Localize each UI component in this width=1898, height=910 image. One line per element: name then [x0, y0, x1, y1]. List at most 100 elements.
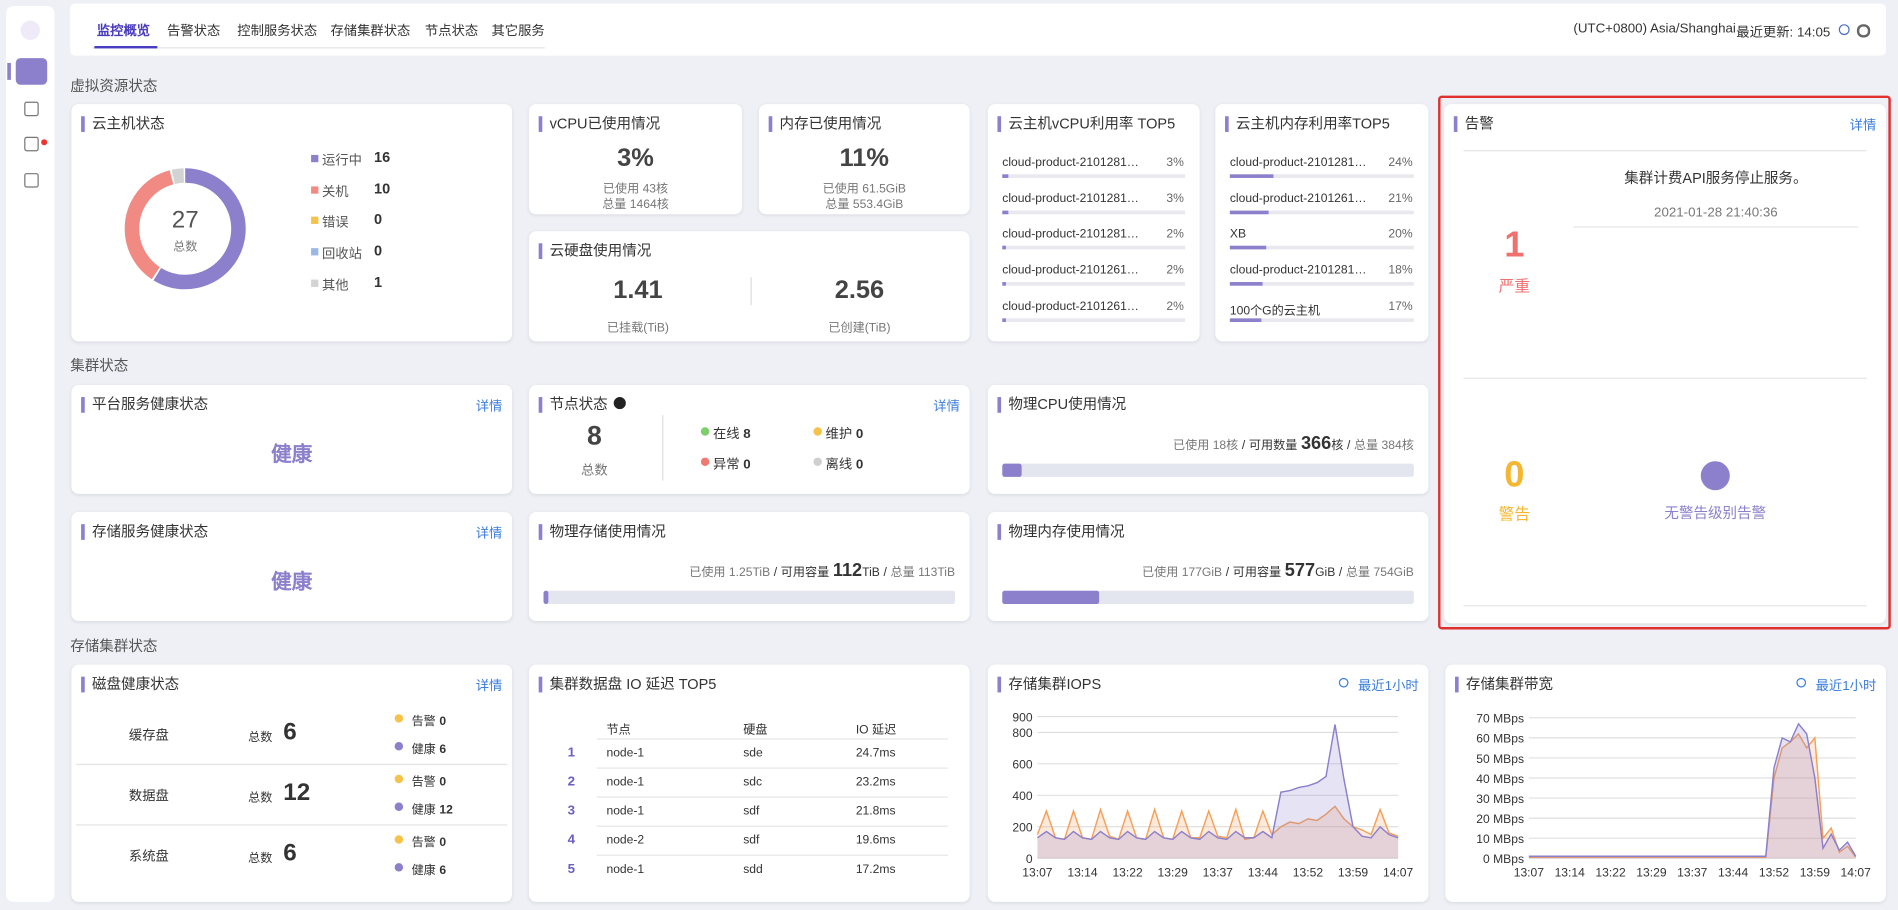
status-value: 8 — [743, 427, 751, 442]
card: 存储集群IOPS 最近1小时 0 200 400 600 800 900 13:07 13:14 1… — [987, 664, 1429, 902]
y-tick-label: 200 — [1012, 821, 1032, 835]
status-item: 在线 8 — [713, 424, 751, 443]
separator: / — [883, 566, 887, 580]
nav-tab[interactable]: 控制服务状态 — [237, 24, 318, 39]
card: 物理CPU使用情况 已使用 18核 / 可用数量 366核 / 总量 384核 — [987, 384, 1429, 494]
status-name: 健康 — [411, 864, 436, 878]
status-value: 0 — [439, 836, 447, 850]
detail-link[interactable]: 详情 — [933, 399, 960, 414]
section-title: 虚拟资源状态 — [70, 77, 158, 95]
available-unit: GiB — [1315, 566, 1336, 580]
x-tick-label: 13:37 — [1203, 865, 1234, 879]
card-title: 云硬盘使用情况 — [538, 243, 651, 260]
detail-link[interactable]: 详情 — [475, 679, 503, 694]
clock-icon — [1796, 677, 1807, 688]
nav-icon[interactable] — [24, 101, 39, 117]
status-dot — [700, 427, 710, 436]
y-tick-label: 50 MBps — [1476, 752, 1524, 766]
cell: sde — [743, 746, 763, 761]
status-item: 告警 0 — [412, 711, 447, 728]
clock-icon — [1338, 677, 1349, 688]
y-tick-label: 60 MBps — [1476, 732, 1524, 746]
card: 告警 详情 1 严重 集群计费API服务停止服务。 2021-01-28 21:40:36… — [1444, 104, 1886, 624]
warning-message: 无警告级别告警 — [1664, 504, 1767, 522]
section-title: 集群状态 — [70, 357, 129, 375]
nav-icon[interactable] — [24, 136, 39, 152]
legend-value: 10 — [374, 179, 391, 197]
status-name: 维护 — [825, 427, 853, 442]
cell: node-1 — [606, 746, 645, 761]
tab-underline — [94, 45, 158, 49]
nav-tab[interactable]: 其它服务 — [491, 24, 545, 39]
top-bar: 监控概览 告警状态 控制服务状态 存储集群状态 节点状态 其它服务 (UTC+0800) A… — [70, 3, 1886, 56]
card-title: 物理CPU使用情况 — [997, 396, 1126, 413]
card-title: 内存已使用情况 — [768, 116, 881, 132]
alarm-time: 2021-01-28 21:40:36 — [1654, 205, 1778, 221]
x-tick-label: 13:22 — [1595, 865, 1626, 879]
usage-track — [543, 590, 956, 605]
nav-tab[interactable]: 告警状态 — [167, 24, 221, 39]
disk-total: 6 — [283, 840, 297, 867]
item-value: 3% — [1166, 192, 1184, 206]
help-icon[interactable] — [613, 397, 626, 410]
legend-swatch — [311, 279, 319, 287]
card: 云主机内存利用率TOP5 cloud-product-2101281… 24% clo… — [1215, 104, 1429, 342]
status-item: 健康 12 — [412, 799, 453, 817]
refresh-icon[interactable] — [1838, 24, 1850, 36]
usage-text: 已使用 177GiB / 可用容量 577GiB / 总量 754GiB — [1142, 560, 1414, 581]
nav-tab[interactable]: 存储集群状态 — [330, 24, 411, 39]
item-value: 24% — [1388, 156, 1413, 170]
available-value: 577 — [1284, 560, 1316, 582]
bar-track — [1229, 282, 1414, 286]
row-divider — [596, 767, 948, 769]
area-fill — [1528, 733, 1856, 859]
time-range[interactable]: 最近1小时 — [1358, 679, 1419, 694]
health-status: 健康 — [271, 570, 313, 594]
bar-fill — [1002, 210, 1008, 214]
status-name: 健康 — [411, 743, 436, 757]
detail-link[interactable]: 详情 — [475, 526, 503, 542]
bar-track — [1229, 174, 1414, 178]
y-tick-label: 900 — [1012, 710, 1032, 724]
available-label: 可用容量 — [1232, 566, 1282, 580]
card-title: 存储服务健康状态 — [81, 524, 208, 540]
legend-label: 错误 — [321, 215, 349, 231]
legend-value: 1 — [374, 273, 383, 291]
card: 集群数据盘 IO 延迟 TOP5 节点 硬盘 IO 延迟 1 node-1 sde 24.7m… — [528, 664, 970, 902]
item-name: cloud-product-2101281… — [1002, 192, 1139, 206]
nav-icon[interactable] — [24, 173, 39, 188]
total-label: 总量 754GiB — [1345, 566, 1414, 580]
card: 云硬盘使用情况 1.41 已挂载(TiB) 2.56 已创建(TiB) — [528, 231, 970, 342]
used-label: 已使用 177GiB — [1142, 566, 1223, 580]
bar-fill — [1229, 210, 1269, 214]
item-name: cloud-product-2101281… — [1002, 228, 1139, 242]
detail-link[interactable]: 详情 — [1849, 118, 1877, 134]
cell: 23.2ms — [855, 775, 896, 790]
used: 已使用 61.5GiB — [822, 182, 907, 197]
detail-link[interactable]: 详情 — [475, 399, 503, 414]
nav-icon-active[interactable] — [15, 58, 48, 85]
status-value: 0 — [855, 457, 864, 473]
rank: 5 — [567, 861, 576, 877]
nav-tab[interactable]: 节点状态 — [424, 24, 479, 39]
bar-fill — [1002, 246, 1006, 250]
settings-icon[interactable] — [1856, 24, 1871, 38]
divider — [750, 277, 752, 306]
status-dot — [394, 835, 404, 844]
x-tick-label: 13:59 — [1800, 865, 1831, 879]
nav-tab[interactable]: 监控概览 — [96, 24, 151, 39]
menu-icon[interactable] — [20, 20, 40, 40]
total-label: 总量 113TiB — [890, 566, 956, 580]
card: 平台服务健康状态 详情 健康 — [71, 384, 513, 494]
bar-fill — [1002, 282, 1006, 286]
card: 磁盘健康状态 详情 缓存盘 总数 6 告警 0 健康 6 数据盘 总数 12 告警 0 健康 12 系统盘 总数 6… — [71, 664, 513, 902]
series-line — [1528, 732, 1857, 858]
available-label: 可用容量 — [780, 566, 830, 580]
time-range[interactable]: 最近1小时 — [1815, 679, 1877, 694]
bar-fill — [1229, 246, 1267, 250]
available-value: 112 — [832, 560, 863, 582]
used: 已使用 43核 — [602, 182, 669, 197]
card: 节点状态 详情 8 总数 在线 8 维护 0 异常 0 离线 0 — [528, 384, 970, 494]
item-name: cloud-product-2101261… — [1229, 192, 1367, 206]
cell: 17.2ms — [855, 863, 896, 877]
